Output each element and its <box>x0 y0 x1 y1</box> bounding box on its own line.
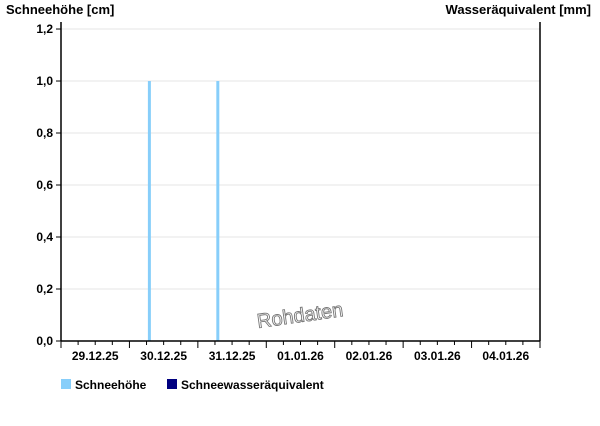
y-tick-label: 1,2 <box>36 22 53 36</box>
legend-label-swe: Schneewasseräquivalent <box>181 378 324 392</box>
x-tick-label: 30.12.25 <box>140 349 187 363</box>
legend-swatch-swe <box>167 379 177 389</box>
x-tick-label: 04.01.26 <box>482 349 529 363</box>
y-tick-label: 0,6 <box>36 178 53 192</box>
legend-swatch-snow-depth <box>61 379 71 389</box>
x-tick-label: 01.01.26 <box>277 349 324 363</box>
y-tick-label: 0,2 <box>36 282 53 296</box>
bar-snow-depth <box>147 81 151 341</box>
y-tick-label: 0,0 <box>36 334 53 348</box>
y-tick-label: 0,4 <box>36 230 53 244</box>
y-axis-left-label: Schneehöhe [cm] <box>6 2 114 17</box>
y-axis-right-label: Wasseräquivalent [mm] <box>446 2 591 17</box>
watermark: Rohdaten <box>256 299 345 333</box>
legend-label-snow-depth: Schneehöhe <box>75 378 147 392</box>
y-tick-label: 0,8 <box>36 126 53 140</box>
legend: Schneehöhe Schneewasseräquivalent <box>61 378 324 392</box>
x-tick-label: 31.12.25 <box>209 349 256 363</box>
x-tick-label: 02.01.26 <box>346 349 393 363</box>
x-tick-label: 03.01.26 <box>414 349 461 363</box>
bar-snow-depth <box>216 81 220 341</box>
x-tick-label: 29.12.25 <box>72 349 119 363</box>
y-tick-label: 1,0 <box>36 74 53 88</box>
